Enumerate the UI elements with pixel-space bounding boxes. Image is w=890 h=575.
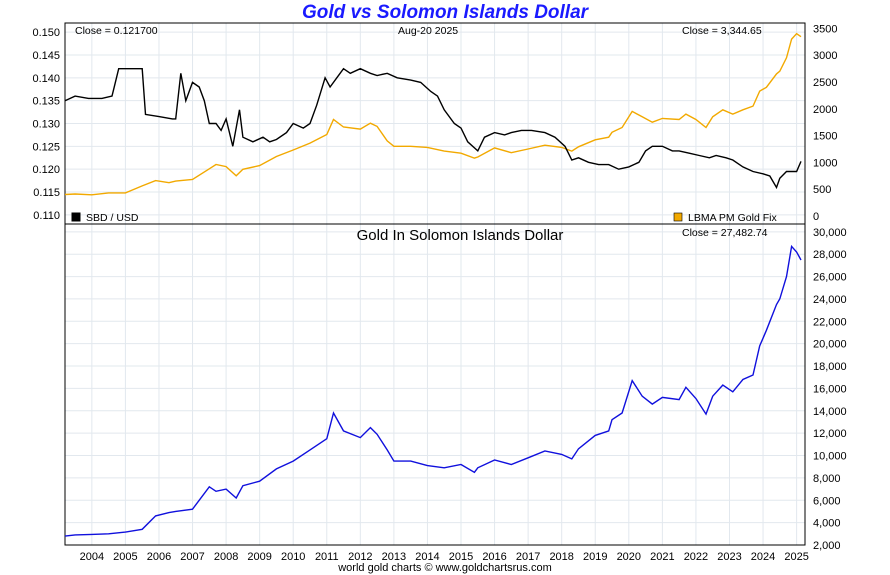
gold-legend-label: LBMA PM Gold Fix — [688, 212, 777, 224]
y-bottom-tick-label: 6,000 — [813, 495, 841, 507]
x-tick-label: 2011 — [315, 551, 339, 563]
y-left-tick-label: 0.135 — [32, 96, 60, 108]
y-bottom-tick-label: 26,000 — [813, 272, 847, 284]
y-left-tick-label: 0.125 — [32, 141, 60, 153]
y-left-tick-label: 0.140 — [32, 73, 60, 85]
y-bottom-tick-label: 22,000 — [813, 316, 847, 328]
y-left-tick-label: 0.120 — [32, 164, 60, 176]
y-right-tick-label: 3000 — [813, 50, 837, 62]
y-right-tick-label: 2000 — [813, 104, 837, 116]
x-tick-label: 2025 — [784, 551, 808, 563]
y-left-tick-label: 0.110 — [33, 210, 60, 222]
sbd-legend-label: SBD / USD — [86, 212, 139, 224]
x-tick-label: 2015 — [449, 551, 473, 563]
x-tick-label: 2022 — [684, 551, 708, 563]
x-tick-label: 2014 — [415, 551, 439, 563]
x-tick-label: 2004 — [80, 551, 104, 563]
y-bottom-tick-label: 4,000 — [813, 518, 841, 530]
x-axis-ticks: 2004 2005 2006 2007 2008 2009 2010 2011 2012 2013… — [80, 551, 809, 563]
x-tick-label: 2007 — [180, 551, 204, 563]
x-tick-label: 2005 — [113, 551, 137, 563]
x-tick-label: 2024 — [751, 551, 775, 563]
x-tick-label: 2008 — [214, 551, 238, 563]
bottom-panel-title: Gold In Solomon Islands Dollar — [357, 227, 564, 244]
y-bottom-tick-label: 24,000 — [813, 294, 847, 306]
sbd-usd-line — [64, 67, 802, 190]
y-right-tick-label: 2500 — [813, 77, 837, 89]
date-label: Aug-20 2025 — [398, 25, 458, 37]
y-right-tick-label: 3500 — [813, 23, 837, 35]
y-bottom-tick-label: 10,000 — [813, 451, 847, 463]
y-left-tick-label: 0.145 — [32, 50, 60, 62]
x-tick-label: 2020 — [617, 551, 641, 563]
top-left-axis-ticks: 0.110 0.115 0.120 0.125 0.130 0.135 0.140 0.145… — [32, 27, 60, 222]
x-tick-label: 2017 — [516, 551, 540, 563]
gold-sbd-close-label: Close = 27,482.74 — [682, 227, 768, 239]
y-bottom-tick-label: 2,000 — [813, 540, 841, 552]
x-tick-label: 2013 — [382, 551, 406, 563]
y-bottom-tick-label: 12,000 — [813, 428, 847, 440]
bottom-right-axis-ticks: 2,000 4,000 6,000 8,000 10,000 12,000 14,000 16… — [813, 227, 847, 552]
top-panel-grid — [65, 23, 805, 224]
y-right-tick-label: 1000 — [813, 157, 837, 169]
x-tick-label: 2012 — [348, 551, 372, 563]
y-bottom-tick-label: 14,000 — [813, 406, 847, 418]
y-right-tick-label: 0 — [813, 211, 819, 223]
x-tick-label: 2010 — [281, 551, 305, 563]
sbd-close-label: Close = 0.121700 — [75, 25, 158, 37]
bottom-panel-frame — [64, 223, 806, 546]
y-right-tick-label: 1500 — [813, 131, 837, 143]
bottom-panel-grid — [65, 224, 805, 546]
y-bottom-tick-label: 8,000 — [813, 473, 841, 485]
x-tick-label: 2006 — [147, 551, 171, 563]
gold-close-label: Close = 3,344.65 — [682, 25, 762, 37]
gold-price-line — [64, 32, 802, 196]
y-bottom-tick-label: 18,000 — [813, 361, 847, 373]
y-left-tick-label: 0.130 — [32, 119, 60, 131]
sbd-legend-swatch — [71, 212, 81, 222]
x-tick-label: 2018 — [549, 551, 573, 563]
y-left-tick-label: 0.115 — [33, 187, 60, 199]
chart-title: Gold vs Solomon Islands Dollar — [301, 2, 589, 23]
y-bottom-tick-label: 30,000 — [813, 227, 847, 239]
x-tick-label: 2021 — [650, 551, 674, 563]
y-bottom-tick-label: 20,000 — [813, 339, 847, 351]
x-tick-label: 2016 — [482, 551, 506, 563]
top-panel-lines — [64, 32, 802, 196]
x-tick-label: 2019 — [583, 551, 607, 563]
bottom-panel-lines — [64, 244, 802, 537]
y-left-tick-label: 0.150 — [32, 27, 60, 39]
x-tick-label: 2023 — [717, 551, 741, 563]
top-right-axis-ticks: 0 500 1000 1500 2000 2500 3000 3500 — [813, 23, 837, 223]
y-bottom-tick-label: 28,000 — [813, 249, 847, 261]
x-tick-label: 2009 — [247, 551, 271, 563]
y-bottom-tick-label: 16,000 — [813, 383, 847, 395]
y-right-tick-label: 500 — [813, 184, 831, 196]
gold-in-sbd-line — [64, 244, 802, 537]
gold-legend-swatch — [673, 212, 683, 222]
footer-credit: world gold charts © www.goldchartsrus.co… — [338, 562, 552, 574]
